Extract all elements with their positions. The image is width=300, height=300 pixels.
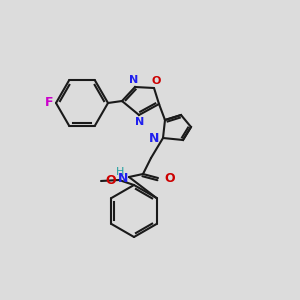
- Text: F: F: [45, 97, 53, 110]
- Text: N: N: [118, 172, 128, 184]
- Text: O: O: [105, 175, 116, 188]
- Text: O: O: [164, 172, 175, 184]
- Text: N: N: [148, 133, 159, 146]
- Text: N: N: [135, 117, 145, 127]
- Text: O: O: [151, 76, 161, 86]
- Text: H: H: [116, 167, 124, 177]
- Text: N: N: [129, 75, 139, 85]
